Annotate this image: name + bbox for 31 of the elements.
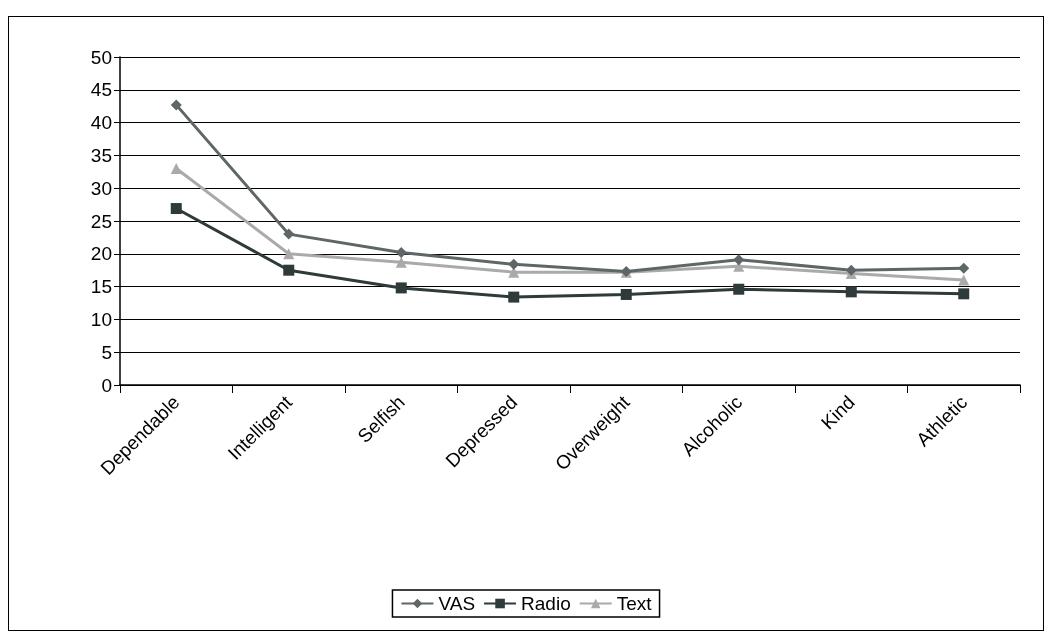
point xyxy=(170,203,182,215)
legend-label: VAS xyxy=(438,593,476,614)
point xyxy=(170,99,182,111)
point xyxy=(958,262,970,274)
point xyxy=(283,228,295,240)
point xyxy=(508,291,520,303)
point xyxy=(283,248,295,260)
point xyxy=(283,264,295,276)
y-tick-label: 15 xyxy=(90,276,112,298)
point xyxy=(733,283,745,295)
y-tick-label: 50 xyxy=(90,46,112,68)
y-tick-label: 30 xyxy=(90,177,112,199)
y-tick-label: 35 xyxy=(90,144,112,166)
y-tick-label: 45 xyxy=(90,79,112,101)
y-tick-label: 10 xyxy=(90,308,112,330)
legend-label: Radio xyxy=(521,593,571,614)
y-tick-label: 40 xyxy=(90,112,112,134)
point xyxy=(395,246,407,258)
point xyxy=(620,288,632,300)
point xyxy=(958,288,970,300)
point xyxy=(733,254,745,266)
point xyxy=(395,256,407,268)
point xyxy=(170,163,182,175)
point xyxy=(845,286,857,298)
y-tick-label: 5 xyxy=(101,341,112,363)
point xyxy=(958,274,970,286)
y-tick-label: 0 xyxy=(101,374,112,396)
y-tick-label: 20 xyxy=(90,243,112,265)
legend-label: Text xyxy=(616,593,653,614)
y-tick-label: 25 xyxy=(90,210,112,232)
point xyxy=(395,282,407,294)
